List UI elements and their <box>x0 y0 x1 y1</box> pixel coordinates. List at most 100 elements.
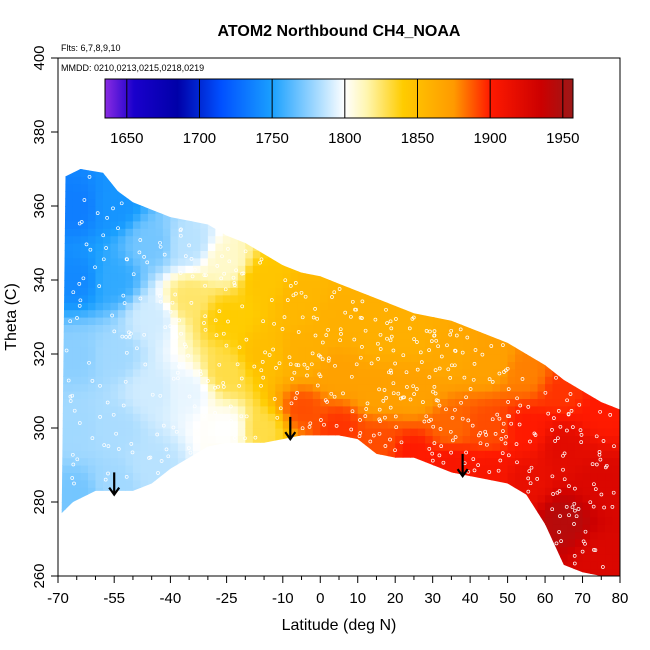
field-cell-3010 <box>455 257 464 266</box>
field-cell-1926 <box>312 405 321 414</box>
field-cell-2307 <box>365 487 374 496</box>
field-cell-1456 <box>252 568 261 576</box>
field-cell-2631 <box>402 169 411 170</box>
field-cell-1204 <box>215 361 224 370</box>
field-cell-1919 <box>312 457 321 466</box>
field-cell-4029 <box>590 176 599 185</box>
field-cell-4161 <box>612 442 620 451</box>
field-cell-2778 <box>425 317 434 325</box>
field-cell-1774 <box>290 287 299 296</box>
field-cell-978 <box>185 376 194 385</box>
field-cell-224 <box>87 568 97 576</box>
field-cell-1616 <box>267 213 276 222</box>
field-cell-2671 <box>410 280 419 288</box>
obs-point-127 <box>490 380 495 384</box>
field-cell-3510 <box>522 287 531 296</box>
obs-point-338 <box>427 419 431 423</box>
field-cell-1008 <box>192 568 201 576</box>
field-cell-2074 <box>335 553 344 562</box>
field-cell-2714 <box>417 376 426 385</box>
field-cell-1601 <box>267 324 276 333</box>
field-cell-564 <box>132 539 142 547</box>
field-cell-1513 <box>260 561 269 570</box>
field-cell-2905 <box>440 206 449 214</box>
field-cell-2629 <box>402 176 411 185</box>
obs-point-231 <box>177 364 181 369</box>
obs-point-360 <box>339 332 343 336</box>
field-cell-3527 <box>522 169 531 170</box>
field-cell-580 <box>132 420 142 429</box>
field-cell-2566 <box>395 228 404 237</box>
field-cell-3840 <box>567 331 576 340</box>
field-cell-975 <box>185 398 194 407</box>
field-cell-3956 <box>582 302 591 311</box>
field-cell-4007 <box>590 339 599 348</box>
field-cell-2648 <box>410 450 419 459</box>
field-cell-1773 <box>290 294 299 303</box>
field-cell-173 <box>80 531 89 540</box>
obs-point-200 <box>506 453 511 458</box>
field-cell-3380 <box>507 420 516 429</box>
field-cell-4032 <box>597 568 606 576</box>
field-cell-2836 <box>432 302 441 311</box>
field-cell-434 <box>110 257 119 266</box>
obs-point-106 <box>87 360 91 365</box>
obs-point-512 <box>415 340 419 344</box>
field-cell-3855 <box>567 220 576 229</box>
field-cell-1214 <box>215 287 224 296</box>
field-cell-176 <box>80 509 89 518</box>
field-cell-300 <box>95 420 104 429</box>
field-cell-3238 <box>485 228 494 237</box>
field-cell-3812 <box>567 539 576 547</box>
field-cell-2708 <box>417 420 426 429</box>
field-cell-2177 <box>342 206 351 214</box>
field-cell-4010 <box>590 317 599 325</box>
field-cell-3688 <box>545 213 554 222</box>
field-cell-3844 <box>567 302 576 311</box>
field-cell-1912 <box>312 509 321 518</box>
field-cell-603 <box>132 250 142 259</box>
colorbar-tick-label-1850: 1850 <box>401 130 434 147</box>
field-cell-2379 <box>372 368 381 377</box>
field-cell-590 <box>132 346 142 355</box>
obs-point-226 <box>156 471 160 475</box>
field-cell-1051 <box>192 250 201 259</box>
field-cell-555 <box>125 191 134 200</box>
field-cell-1076 <box>200 479 209 488</box>
field-cell-2328 <box>365 331 374 340</box>
field-cell-2922 <box>447 494 456 503</box>
y-tick-label-320: 320 <box>31 341 48 366</box>
field-cell-1984 <box>320 391 329 399</box>
field-cell-2821 <box>432 413 441 422</box>
field-cell-2467 <box>387 546 396 555</box>
field-cell-1981 <box>320 413 329 422</box>
field-cell-3109 <box>470 354 479 362</box>
obs-point-19 <box>478 441 483 446</box>
field-cell-2935 <box>447 398 456 407</box>
field-cell-2892 <box>440 302 449 311</box>
field-cell-3011 <box>455 250 464 259</box>
field-cell-1907 <box>312 546 321 555</box>
field-cell-2445 <box>380 294 389 303</box>
field-cell-2896 <box>440 272 449 281</box>
field-cell-1555 <box>260 250 269 259</box>
field-cell-511 <box>125 516 134 525</box>
field-cell-2159 <box>342 339 351 348</box>
obs-point-375 <box>385 336 389 341</box>
field-cell-4135 <box>605 220 614 229</box>
field-cell-869 <box>170 354 179 362</box>
field-cell-391 <box>102 169 112 170</box>
field-cell-2678 <box>410 228 419 237</box>
field-cell-1160 <box>207 272 216 281</box>
field-cell-2072 <box>335 568 344 576</box>
field-cell-4024 <box>590 213 599 222</box>
field-cell-2895 <box>440 280 449 288</box>
field-cell-2173 <box>342 235 351 244</box>
field-cell-1670 <box>275 228 284 237</box>
field-cell-2346 <box>365 198 374 207</box>
field-cell-4080 <box>597 213 606 222</box>
field-cell-3423 <box>515 516 524 525</box>
obs-point-434 <box>428 329 432 334</box>
field-cell-1263 <box>222 339 231 348</box>
field-cell-3202 <box>485 494 494 503</box>
